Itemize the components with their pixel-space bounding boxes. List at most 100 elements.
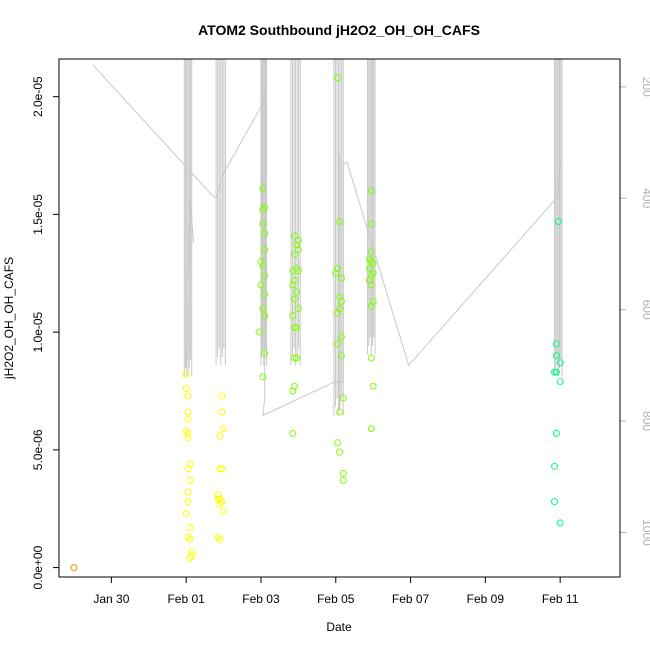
secondary-lines xyxy=(92,59,563,417)
data-point xyxy=(336,408,343,416)
data-point xyxy=(294,236,302,244)
data-point xyxy=(218,392,226,400)
data-point xyxy=(214,495,222,503)
data-point xyxy=(336,293,343,301)
data-point xyxy=(291,232,299,240)
data-point xyxy=(182,371,190,379)
x-axis-label: Date xyxy=(326,620,352,634)
data-point xyxy=(261,312,269,320)
data-point xyxy=(184,465,192,473)
data-point xyxy=(261,229,269,237)
y-tick-label: 0.0e+00 xyxy=(31,545,45,589)
data-point xyxy=(367,425,375,433)
data-point xyxy=(292,288,300,296)
data-point xyxy=(184,415,192,423)
data-point xyxy=(334,439,342,447)
data-point xyxy=(551,498,559,506)
data-points xyxy=(70,74,564,572)
data-point xyxy=(182,385,190,393)
data-point xyxy=(337,298,345,306)
data-point xyxy=(552,429,560,437)
data-point xyxy=(218,408,226,416)
data-point xyxy=(186,524,194,532)
data-point xyxy=(337,333,345,341)
data-point xyxy=(552,352,560,360)
data-point xyxy=(186,535,194,543)
data-point xyxy=(216,432,224,440)
secondary-line xyxy=(92,64,561,417)
data-point xyxy=(294,267,302,275)
data-point xyxy=(369,260,377,268)
data-point xyxy=(216,465,224,473)
data-point xyxy=(294,246,302,254)
data-point xyxy=(184,392,192,400)
data-point xyxy=(337,274,345,282)
data-point xyxy=(367,220,375,228)
data-point xyxy=(339,476,347,484)
data-point xyxy=(214,491,222,499)
x-tick-label: Feb 01 xyxy=(167,592,205,606)
y-tick-label: 2.0e-05 xyxy=(31,76,45,117)
data-point xyxy=(554,217,562,225)
x-tick-label: Feb 09 xyxy=(467,592,505,606)
data-point xyxy=(334,340,342,348)
x-tick-label: Feb 11 xyxy=(542,592,579,606)
right-tick-label: 400 xyxy=(640,188,650,208)
secondary-line xyxy=(185,198,195,377)
y-tick-label: 1.5e-05 xyxy=(31,194,45,235)
data-point xyxy=(261,246,269,254)
data-point xyxy=(186,476,194,484)
x-tick-label: Feb 05 xyxy=(317,592,355,606)
data-point xyxy=(291,382,299,390)
data-point xyxy=(289,429,297,437)
y-tick-label: 1.0e-05 xyxy=(31,311,45,352)
data-point xyxy=(334,74,342,82)
data-point xyxy=(294,305,302,313)
data-point xyxy=(261,203,269,211)
data-point xyxy=(367,272,375,280)
data-point xyxy=(551,368,559,376)
x-tick-label: Jan 30 xyxy=(93,592,129,606)
data-point xyxy=(336,217,343,225)
data-point xyxy=(184,429,192,437)
data-point xyxy=(552,368,560,376)
data-point xyxy=(556,378,564,386)
axes: Jan 30 Feb 01 Feb 03 Feb 05 Feb 07 Feb 09 Feb … xyxy=(31,76,650,606)
data-point xyxy=(259,262,267,270)
data-point xyxy=(186,554,194,562)
data-point xyxy=(334,265,342,273)
data-point xyxy=(186,460,194,468)
data-point xyxy=(367,281,375,289)
data-point xyxy=(188,547,196,555)
data-point xyxy=(257,281,265,289)
y-axis-label: jH2O2_OH_OH_CAFS xyxy=(2,257,16,380)
data-point xyxy=(339,394,347,402)
data-point xyxy=(261,290,269,298)
data-point xyxy=(259,373,267,381)
data-point xyxy=(220,425,228,433)
data-point xyxy=(261,349,269,357)
data-point xyxy=(556,519,564,527)
data-point xyxy=(218,465,226,473)
right-tick-label: 600 xyxy=(640,300,650,320)
data-point xyxy=(365,265,373,273)
data-point xyxy=(261,272,269,280)
data-point xyxy=(336,305,343,313)
data-point xyxy=(291,250,299,258)
x-tick-label: Feb 03 xyxy=(242,592,280,606)
data-point xyxy=(334,309,342,317)
data-point xyxy=(367,248,375,256)
data-point xyxy=(367,187,375,195)
data-point xyxy=(551,462,559,470)
data-point xyxy=(292,323,300,331)
data-point xyxy=(365,276,373,284)
data-point xyxy=(367,354,375,362)
data-point xyxy=(291,276,299,284)
data-point xyxy=(292,241,300,249)
data-point xyxy=(184,434,192,442)
data-point xyxy=(255,328,263,336)
data-point xyxy=(216,500,224,508)
right-tick-label: 1000 xyxy=(640,519,650,546)
data-point xyxy=(289,312,297,320)
